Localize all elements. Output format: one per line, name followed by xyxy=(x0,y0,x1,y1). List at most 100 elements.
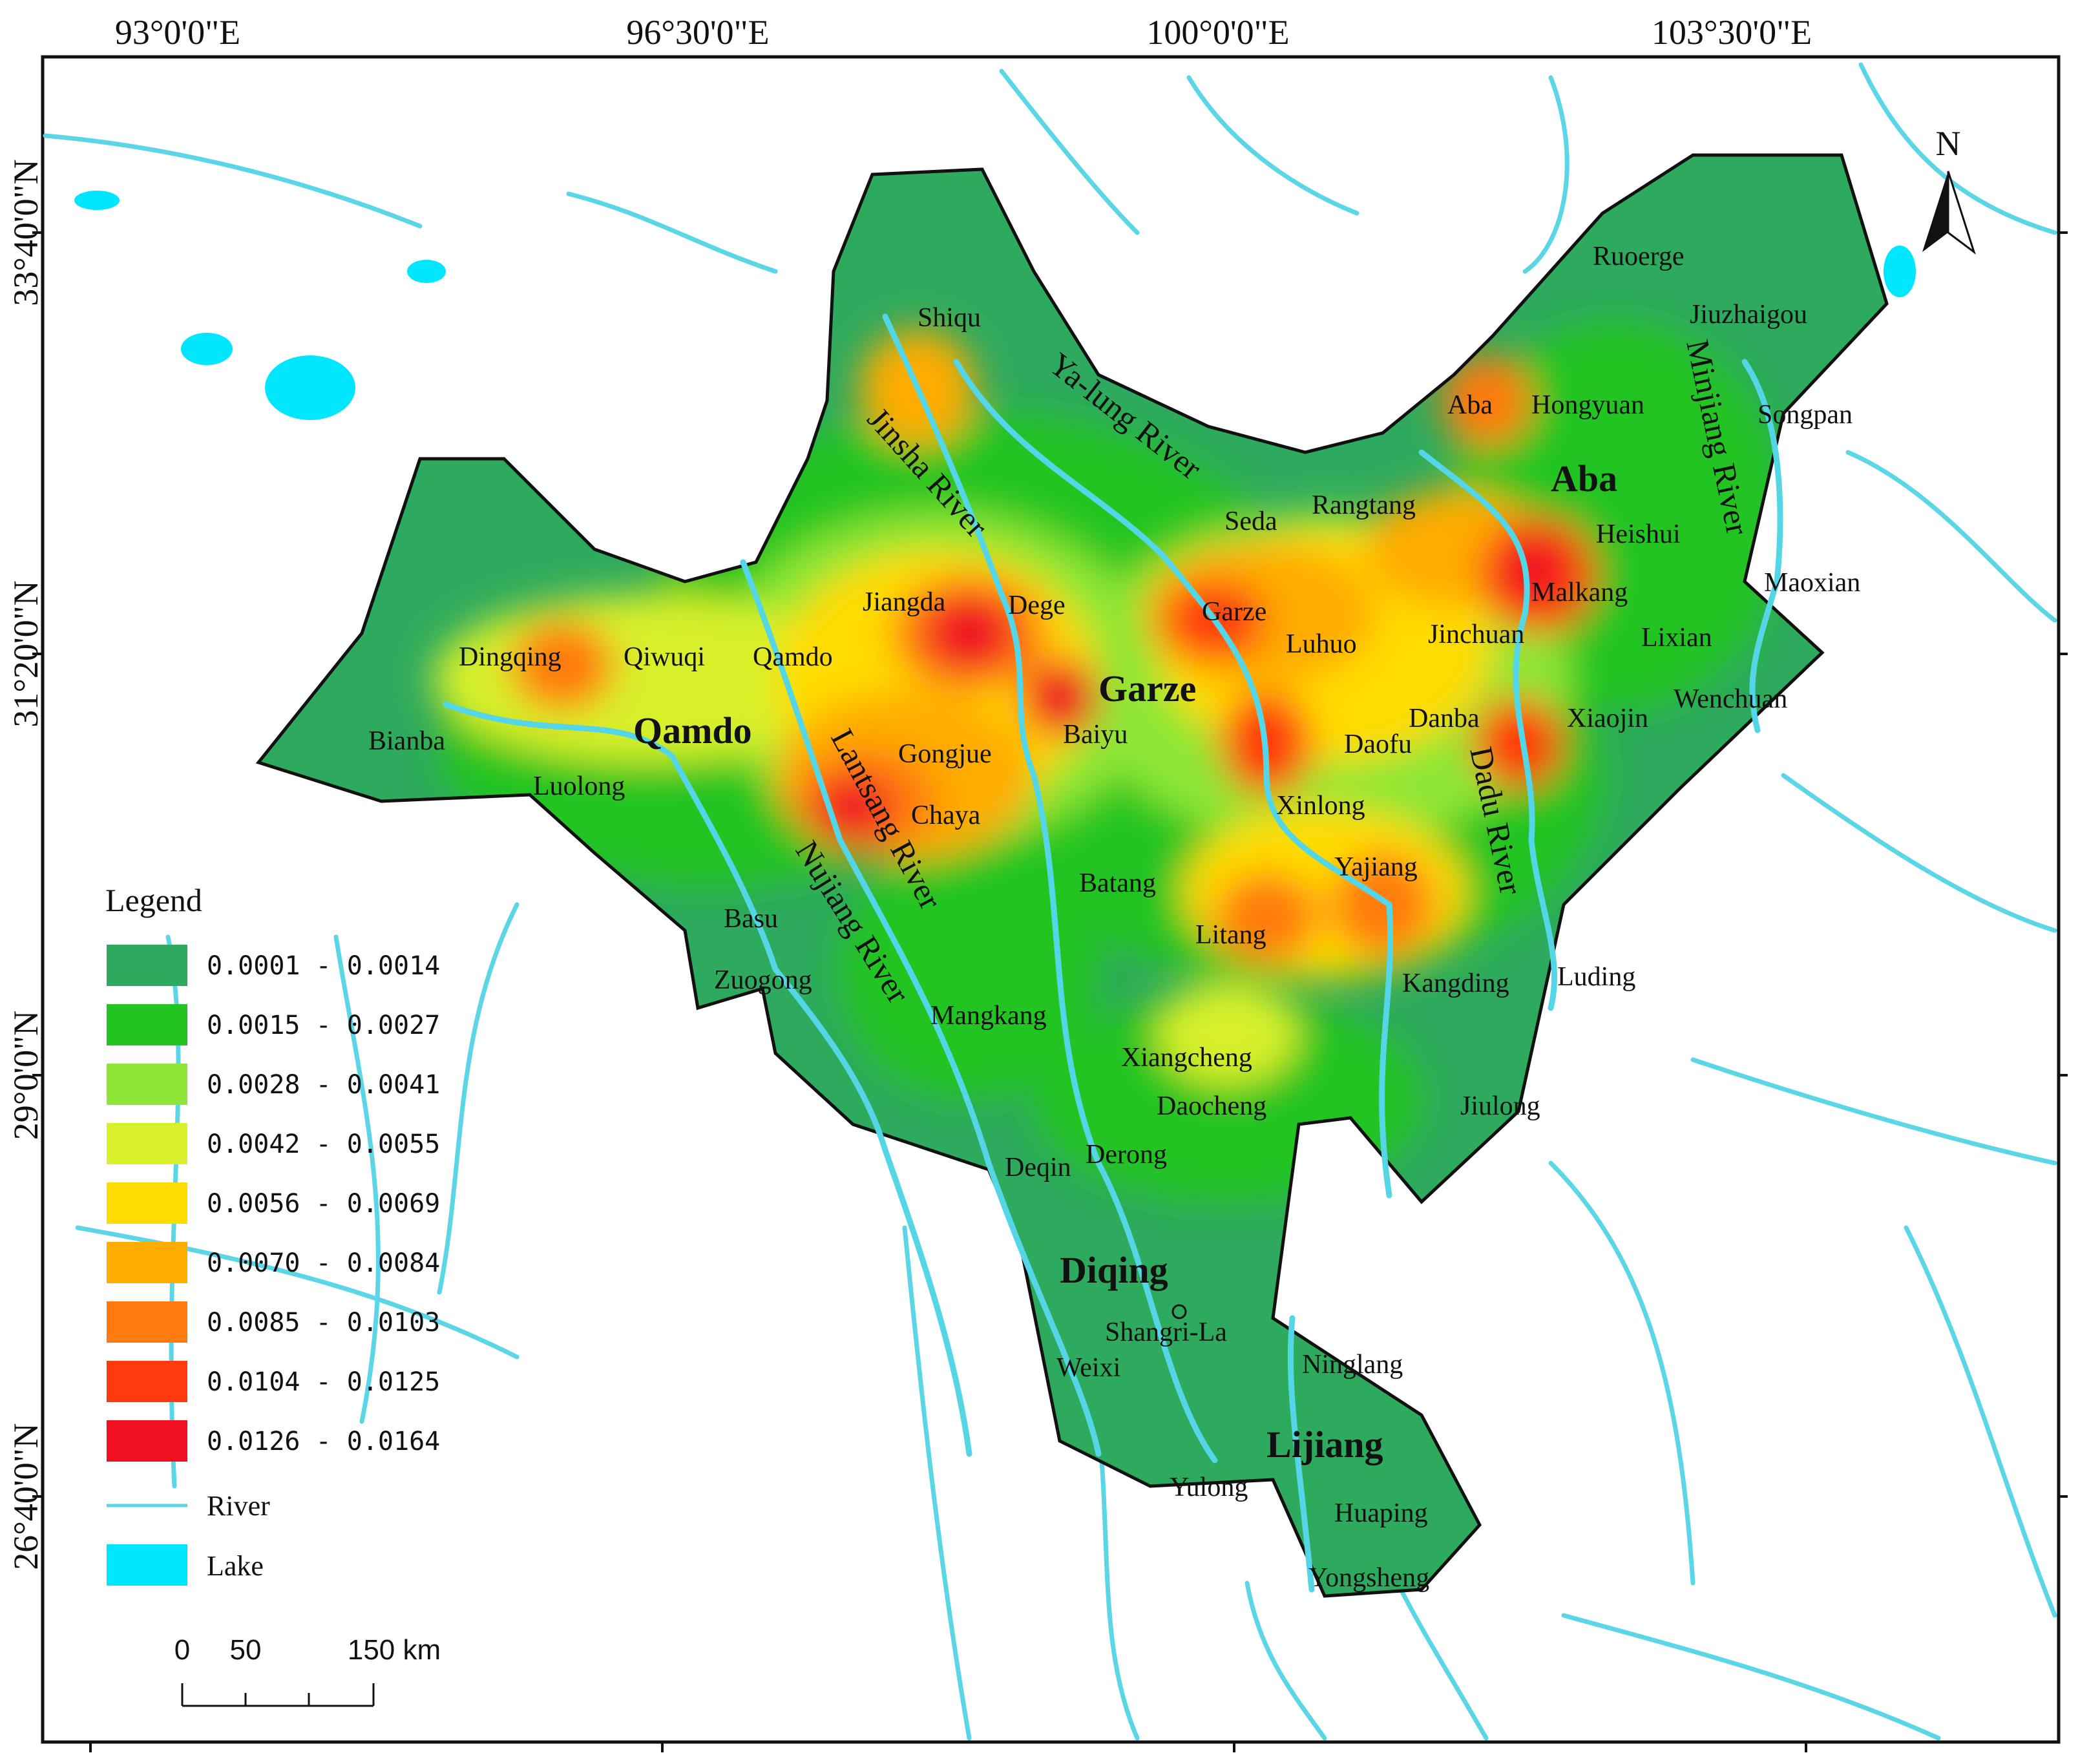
place-label: Shiqu xyxy=(918,303,981,333)
lantsang-river-line xyxy=(740,559,1102,1457)
legend-swatch xyxy=(107,1064,187,1105)
place-label: Basu xyxy=(724,904,778,934)
place-label: Qiwuqi xyxy=(624,642,705,672)
legend-class-label: 0.0085 - 0.0103 xyxy=(207,1308,440,1338)
nujiang-river-line xyxy=(443,701,972,1457)
legend-class-label: 0.0126 - 0.0164 xyxy=(207,1427,440,1456)
legend-swatch xyxy=(107,945,187,986)
region-label: Qamdo xyxy=(633,709,752,751)
axis-ticks xyxy=(32,231,2068,1752)
background-lakes xyxy=(74,191,1916,656)
legend-swatch xyxy=(107,1123,187,1164)
place-label: Huaping xyxy=(1334,1498,1428,1528)
legend-class-label: 0.0104 - 0.0125 xyxy=(207,1367,440,1397)
jinsha-river-line xyxy=(882,313,1218,1464)
place-label: Weixi xyxy=(1056,1353,1120,1383)
place-label: Daocheng xyxy=(1157,1091,1266,1121)
legend-river-label: River xyxy=(207,1490,270,1522)
north-arrow: N xyxy=(1922,124,1976,255)
study-area xyxy=(255,153,1889,1598)
lon-label-1: 93°0'0"E xyxy=(115,13,240,52)
place-labels: Shiqu Ruoerge Jiuzhaigou Aba Hongyuan So… xyxy=(368,242,1860,1593)
scale-bar: 0 50 150 km xyxy=(174,1634,441,1707)
legend-swatch xyxy=(107,1301,187,1343)
place-label: Wenchuan xyxy=(1674,684,1787,714)
minjiang-river-line xyxy=(1741,359,1783,733)
place-label: Daofu xyxy=(1344,730,1412,759)
lon-label-2: 96°30'0"E xyxy=(626,13,769,52)
place-label: Yongsheng xyxy=(1308,1563,1429,1593)
place-label: Chaya xyxy=(911,801,981,830)
place-label: Zuogong xyxy=(714,965,812,995)
place-label: Luding xyxy=(1557,962,1635,992)
place-label: Seda xyxy=(1224,507,1277,536)
scale-label: 0 xyxy=(174,1634,190,1666)
legend-lake-swatch xyxy=(107,1544,187,1586)
study-area-border xyxy=(255,153,1889,1598)
place-label: Xiangcheng xyxy=(1121,1043,1252,1073)
place-label: Batang xyxy=(1079,868,1156,898)
place-label: Aba xyxy=(1447,390,1493,420)
lat-label-1: 33°40'0"N xyxy=(6,159,45,306)
legend-class-label: 0.0056 - 0.0069 xyxy=(207,1189,440,1219)
place-label: Jiangda xyxy=(863,587,946,617)
place-label: Dingqing xyxy=(459,642,562,672)
place-label: Dege xyxy=(1008,591,1066,620)
legend-title: Legend xyxy=(105,882,202,918)
legend-class-label: 0.0070 - 0.0084 xyxy=(207,1248,440,1278)
north-arrow-label: N xyxy=(1936,124,1961,163)
yalung-river-line xyxy=(953,359,1394,1199)
place-label: Gongjue xyxy=(898,739,992,769)
background-rivers xyxy=(43,62,2057,1741)
major-rivers xyxy=(443,313,1783,1593)
place-label: Songpan xyxy=(1758,400,1853,430)
lat-label-4: 26°40'0"N xyxy=(6,1423,45,1570)
region-label: Lijiang xyxy=(1266,1423,1383,1465)
legend-lake-label: Lake xyxy=(207,1550,264,1582)
place-label: Heishui xyxy=(1596,520,1681,549)
scale-label: 150 km xyxy=(348,1634,441,1666)
legend-class-label: 0.0028 - 0.0041 xyxy=(207,1070,440,1100)
place-label: Ruoerge xyxy=(1593,242,1685,271)
place-label: Garze xyxy=(1202,597,1266,627)
place-label: Bianba xyxy=(368,726,445,756)
legend: Legend 0.0001 - 0.0014 0.0015 - 0.0027 0.0… xyxy=(105,882,440,1586)
lijiang-river-line xyxy=(1287,1315,1315,1593)
lon-label-4: 103°30'0"E xyxy=(1652,13,1812,52)
lat-label-3: 29°0'0"N xyxy=(6,1011,45,1140)
place-label: Rangtang xyxy=(1312,490,1416,520)
place-label: Jiulong xyxy=(1460,1091,1540,1121)
legend-swatch xyxy=(107,1004,187,1045)
place-label: Yajiang xyxy=(1334,852,1418,882)
legend-swatch xyxy=(107,1420,187,1462)
place-label: Jiuzhaigou xyxy=(1690,300,1807,330)
place-label: Hongyuan xyxy=(1531,390,1644,420)
lon-label-3: 100°0'0"E xyxy=(1146,13,1289,52)
place-label: Derong xyxy=(1086,1140,1167,1170)
lat-label-2: 31°20'0"N xyxy=(6,580,45,727)
place-label: Kangding xyxy=(1402,969,1509,998)
place-label: Yulong xyxy=(1170,1473,1248,1502)
legend-swatch xyxy=(107,1182,187,1224)
place-label: Ninglang xyxy=(1302,1350,1403,1380)
place-label: Malkang xyxy=(1531,578,1628,607)
legend-swatch xyxy=(107,1361,187,1402)
scale-label: 50 xyxy=(230,1634,262,1666)
north-arrow-icon xyxy=(1922,171,1948,252)
place-label: Deqin xyxy=(1005,1153,1071,1182)
region-label: Diqing xyxy=(1060,1249,1168,1291)
place-label: Qamdo xyxy=(753,642,833,672)
legend-class-label: 0.0042 - 0.0055 xyxy=(207,1129,440,1159)
place-label: Xinlong xyxy=(1276,791,1365,821)
place-label: Maoxian xyxy=(1764,568,1860,598)
place-label: Mangkang xyxy=(930,1001,1047,1031)
shangri-la-marker xyxy=(1171,1304,1187,1319)
place-label: Lixian xyxy=(1641,623,1712,653)
legend-swatch xyxy=(107,1242,187,1283)
place-label: Litang xyxy=(1195,920,1266,950)
region-label: Garze xyxy=(1098,667,1196,709)
place-label: Luhuo xyxy=(1286,629,1357,659)
place-label: Xiaojin xyxy=(1567,704,1648,733)
place-label: Jinchuan xyxy=(1428,620,1524,649)
